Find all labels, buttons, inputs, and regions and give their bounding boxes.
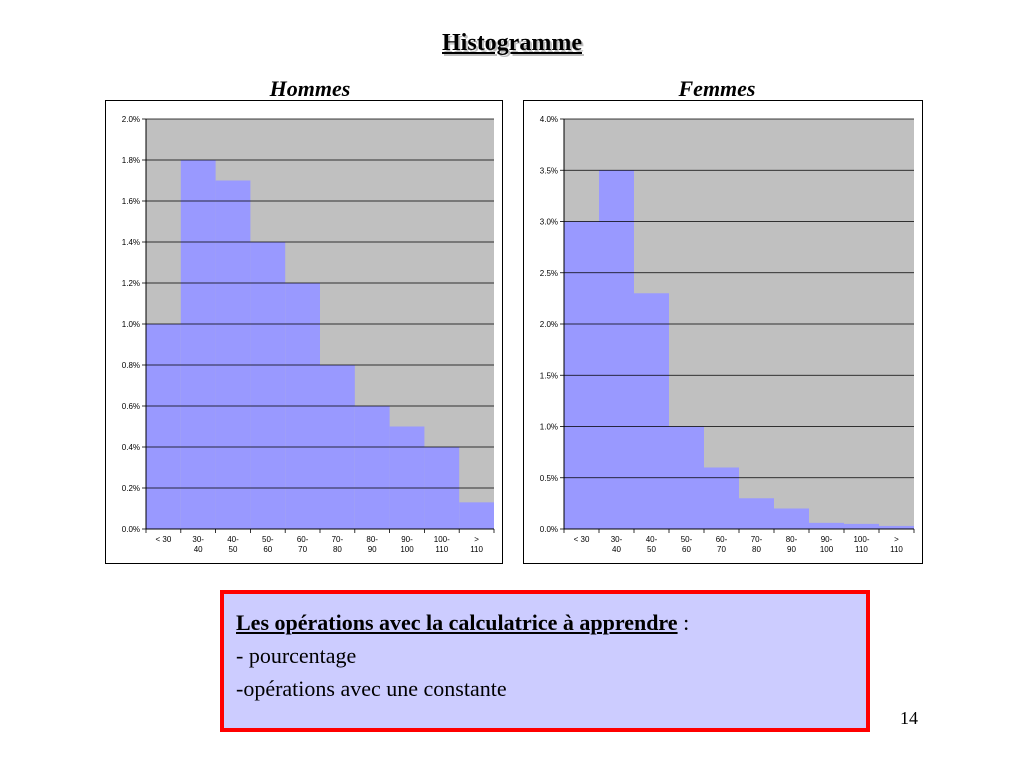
x-tick-label: 40-50 [646, 535, 658, 554]
y-tick-label: 0.2% [122, 484, 140, 493]
bar-5 [739, 498, 774, 529]
y-tick-label: 2.0% [122, 115, 140, 124]
y-tick-label: 0.0% [540, 525, 558, 534]
y-tick-label: 0.6% [122, 402, 140, 411]
y-tick-label: 1.4% [122, 238, 140, 247]
calculator-note-box: Les opérations avec la calculatrice à ap… [220, 590, 870, 732]
x-tick-label: 70-80 [751, 535, 763, 554]
bar-6 [354, 406, 390, 529]
bar-7 [809, 522, 844, 529]
bar-8 [844, 523, 879, 529]
bar-6 [774, 508, 809, 529]
bar-0 [146, 324, 181, 529]
bar-9 [879, 525, 914, 529]
x-tick-label: < 30 [156, 535, 172, 544]
y-tick-label: 1.2% [122, 279, 140, 288]
histogram-hommes: 0.0% 0.2% 0.4% 0.6% 0.8% 1.0% 1.2% 1.4% 1.6% 1.8%… [105, 100, 503, 564]
x-tick-label: 30-40 [192, 535, 204, 554]
y-tick-label: 0.4% [122, 443, 140, 452]
y-tick-label: 3.0% [540, 218, 558, 227]
x-tick-label: 100-110 [853, 535, 869, 554]
bar-2 [634, 293, 669, 529]
x-tick-label: 80-90 [786, 535, 798, 554]
x-tick-label: 60-70 [716, 535, 728, 554]
page-number: 14 [900, 708, 918, 728]
slide-title: Histogramme [442, 30, 582, 56]
x-tick-label: >110 [890, 535, 903, 554]
note-line-percentage: - pourcentage [236, 643, 357, 668]
note-heading-line: Les opérations avec la calculatrice à ap… [236, 606, 854, 639]
bar-4 [704, 467, 739, 529]
chart-title-femmes: Femmes [678, 76, 756, 101]
x-tick-label: 50-60 [681, 535, 693, 554]
y-tick-label: 2.5% [540, 269, 558, 278]
x-tick-label: 40-50 [227, 535, 239, 554]
x-tick-label: 70-80 [332, 535, 344, 554]
note-line-constant: -opérations avec une constante [236, 676, 507, 701]
bar-3 [250, 242, 286, 529]
histogram-femmes: 0.0% 0.5% 1.0% 1.5% 2.0% 2.5% 3.0% 3.5% 4.0% < 30… [523, 100, 923, 564]
bar-1 [180, 160, 216, 529]
y-tick-label: 0.0% [122, 525, 140, 534]
x-tick-label: 80-90 [366, 535, 378, 554]
x-tick-label: 60-70 [297, 535, 309, 554]
y-tick-label: 1.8% [122, 156, 140, 165]
x-tick-label: 30-40 [611, 535, 623, 554]
note-heading: Les opérations avec la calculatrice à ap… [236, 610, 678, 635]
note-heading-suffix: : [677, 610, 690, 635]
y-tick-label: 1.5% [540, 371, 558, 380]
x-tick-label: >110 [470, 535, 483, 554]
y-tick-label: 1.0% [122, 320, 140, 329]
x-tick-label: 100-110 [434, 535, 450, 554]
bar-9 [459, 502, 494, 529]
y-tick-label: 4.0% [540, 115, 558, 124]
x-tick-label: 90-100 [820, 535, 834, 554]
bar-2 [215, 180, 251, 529]
bar-7 [389, 426, 425, 529]
x-tick-label: 90-100 [400, 535, 414, 554]
chart-svg: 0.0% 0.5% 1.0% 1.5% 2.0% 2.5% 3.0% 3.5% 4.0% < 30… [540, 115, 915, 554]
y-tick-label: 0.8% [122, 361, 140, 370]
x-tick-label: < 30 [574, 535, 590, 544]
y-tick-label: 1.0% [540, 423, 558, 432]
y-tick-label: 1.6% [122, 197, 140, 206]
x-tick-label: 50-60 [262, 535, 274, 554]
y-tick-label: 2.0% [540, 320, 558, 329]
bar-1 [599, 170, 634, 529]
chart-title-hommes: Hommes [269, 76, 351, 101]
y-tick-label: 0.5% [540, 474, 558, 483]
chart-svg: 0.0% 0.2% 0.4% 0.6% 0.8% 1.0% 1.2% 1.4% 1.6% 1.8%… [122, 115, 495, 554]
y-tick-label: 3.5% [540, 166, 558, 175]
